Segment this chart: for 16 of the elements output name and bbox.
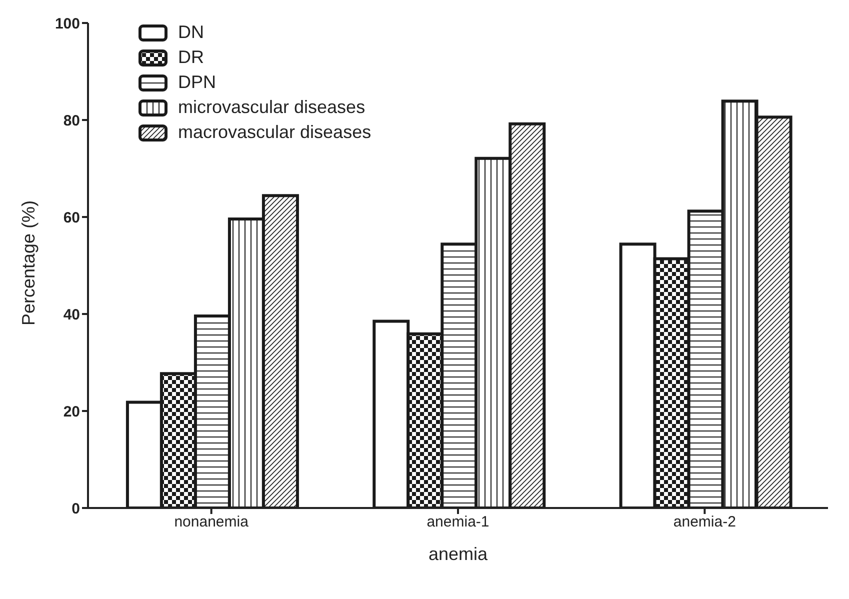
legend-label: microvascular diseases xyxy=(178,97,366,118)
legend-label: macrovascular diseases xyxy=(178,122,372,143)
y-tick-label: 60 xyxy=(63,209,80,226)
y-tick-label: 80 xyxy=(63,112,80,130)
x-tick-label: anemia-1 xyxy=(426,514,490,531)
y-axis-title: Percentage (%) xyxy=(18,200,38,326)
y-tick-label: 20 xyxy=(63,403,80,420)
x-tick-label: nonanemia xyxy=(174,514,250,531)
legend-label: DPN xyxy=(178,72,216,93)
legend-label: DR xyxy=(178,47,204,68)
legend-label: DN xyxy=(178,22,204,43)
y-tick-label: 100 xyxy=(54,15,80,32)
x-axis-title: anemia xyxy=(428,544,488,564)
y-tick-label: 0 xyxy=(72,500,80,518)
x-tick-label: anemia-2 xyxy=(673,514,736,531)
y-tick-label: 40 xyxy=(63,306,80,324)
